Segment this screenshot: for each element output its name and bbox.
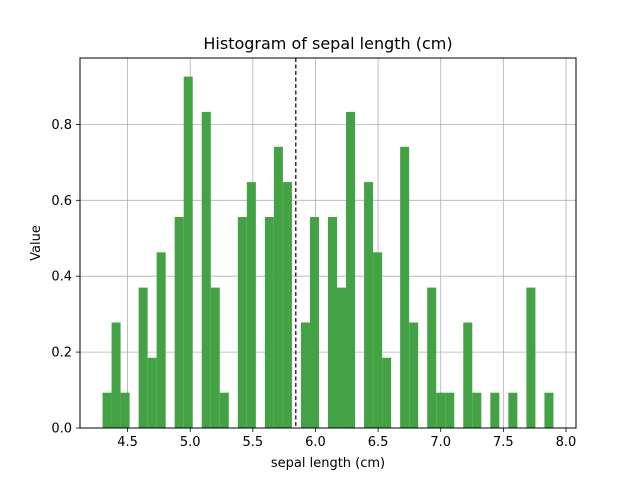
x-tick-label: 8.0 bbox=[556, 435, 577, 450]
histogram-bar bbox=[544, 392, 554, 428]
histogram-bar bbox=[282, 182, 292, 428]
histogram-bars bbox=[102, 76, 554, 429]
y-tick-label: 0.0 bbox=[51, 422, 72, 437]
x-tick-label: 6.0 bbox=[305, 435, 326, 450]
y-tick-label: 0.2 bbox=[51, 346, 72, 361]
histogram-bar bbox=[364, 182, 374, 428]
histogram-bar bbox=[147, 357, 157, 428]
x-tick-label: 6.5 bbox=[368, 435, 389, 450]
y-axis-label: Value bbox=[29, 225, 44, 261]
histogram-bar bbox=[210, 287, 220, 428]
histogram-bar bbox=[156, 252, 166, 428]
histogram-bar bbox=[219, 392, 229, 428]
x-axis-label: sepal length (cm) bbox=[271, 456, 385, 471]
histogram-bar bbox=[436, 392, 446, 428]
y-tick-label: 0.4 bbox=[51, 270, 72, 285]
histogram-bar bbox=[472, 392, 482, 428]
histogram-bar bbox=[328, 217, 338, 428]
histogram-bar bbox=[102, 392, 112, 428]
histogram-bar bbox=[400, 146, 410, 429]
x-tick-label: 4.5 bbox=[117, 435, 138, 450]
x-tick-label: 7.5 bbox=[493, 435, 514, 450]
x-axis-ticks: 4.5 5.0 5.5 6.0 6.5 7.0 7.5 8.0 bbox=[117, 428, 576, 450]
histogram-bar bbox=[138, 287, 148, 428]
plot-area-frame bbox=[79, 57, 577, 429]
x-tick-label: 5.5 bbox=[243, 435, 264, 450]
histogram-bar bbox=[337, 287, 347, 428]
histogram-bar bbox=[300, 322, 310, 428]
histogram-bar bbox=[382, 357, 392, 428]
histogram-bar bbox=[111, 322, 121, 428]
histogram-bar bbox=[526, 287, 536, 428]
histogram-bar bbox=[201, 111, 211, 428]
histogram-bar bbox=[427, 287, 437, 428]
histogram-bar bbox=[490, 392, 500, 428]
histogram-bar bbox=[174, 217, 184, 428]
histogram-bar bbox=[183, 76, 193, 428]
histogram-bar bbox=[445, 392, 455, 428]
histogram-bar bbox=[309, 217, 319, 428]
histogram-bar bbox=[246, 182, 256, 428]
histogram-bar bbox=[346, 111, 356, 428]
histogram-bar bbox=[237, 217, 247, 428]
x-tick-label: 5.0 bbox=[180, 435, 201, 450]
histogram-bar bbox=[273, 146, 283, 429]
histogram-bar bbox=[373, 252, 383, 428]
y-tick-label: 0.6 bbox=[51, 194, 72, 209]
histogram-bar bbox=[409, 322, 419, 428]
histogram-bar bbox=[264, 217, 274, 428]
y-axis-ticks: 0.0 0.2 0.4 0.6 0.8 bbox=[51, 118, 80, 437]
x-tick-label: 7.0 bbox=[430, 435, 451, 450]
chart-title: Histogram of sepal length (cm) bbox=[203, 34, 452, 53]
histogram-bar bbox=[463, 322, 473, 428]
y-tick-label: 0.8 bbox=[51, 118, 72, 133]
histogram-bar bbox=[120, 392, 130, 428]
histogram-bar bbox=[508, 392, 518, 428]
